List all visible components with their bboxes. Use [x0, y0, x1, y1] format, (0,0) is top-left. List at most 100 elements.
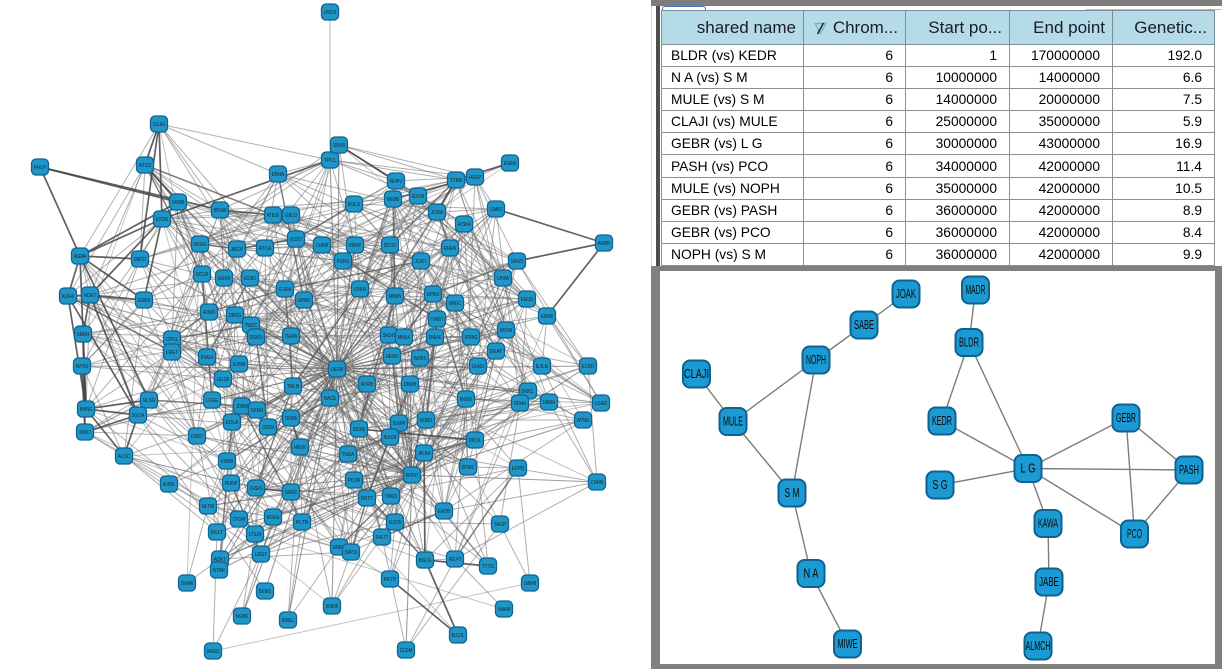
- svg-text:CPMW: CPMW: [497, 276, 510, 282]
- svg-text:NNGWJ: NNGWJ: [460, 397, 473, 403]
- svg-text:AJWM: AJWM: [233, 362, 246, 368]
- svg-text:EBHA: EBHA: [272, 172, 285, 178]
- svg-text:CPGL: CPGL: [166, 337, 179, 343]
- svg-text:ESHNK: ESHNK: [504, 161, 517, 167]
- svg-text:TAGP: TAGP: [494, 522, 507, 528]
- svg-text:WJSHK: WJSHK: [62, 294, 75, 300]
- svg-text:NNGC: NNGC: [449, 301, 462, 307]
- svg-text:GGBBN: GGBBN: [138, 298, 151, 304]
- svg-text:JSNCM: JSNCM: [262, 425, 275, 431]
- svg-text:DGNPR: DGNPR: [393, 421, 406, 427]
- svg-text:TPCL: TPCL: [324, 158, 337, 164]
- svg-text:LELGK: LELGK: [217, 377, 230, 383]
- svg-text:JJMRJ: JJMRJ: [490, 207, 503, 213]
- svg-text:NGBK: NGBK: [236, 614, 249, 620]
- svg-text:ERGNG: ERGNG: [194, 242, 207, 248]
- svg-text:PHLP: PHLP: [34, 165, 47, 171]
- svg-text:SMPSS: SMPSS: [345, 550, 358, 556]
- svg-text:WHGD: WHGD: [207, 649, 220, 655]
- svg-text:WDRS: WDRS: [414, 356, 427, 362]
- svg-text:EADB: EADB: [438, 509, 451, 515]
- svg-text:CPCAR: CPCAR: [233, 517, 246, 523]
- svg-text:RSALH: RSALH: [201, 355, 214, 361]
- svg-text:JCATL: JCATL: [415, 259, 428, 265]
- svg-text:GRREC: GRREC: [285, 490, 298, 496]
- svg-text:CNHM: CNHM: [591, 480, 604, 486]
- svg-text:TWKES: TWKES: [385, 494, 398, 500]
- svg-text:KAWA: KAWA: [1038, 517, 1058, 531]
- svg-text:PERNP: PERNP: [225, 481, 238, 487]
- svg-text:ALMCH: ALMCH: [1026, 639, 1051, 653]
- svg-text:LGGE: LGGE: [206, 398, 219, 404]
- svg-text:NTRMG: NTRMG: [465, 335, 478, 341]
- svg-text:DBWB: DBWB: [404, 382, 417, 388]
- svg-text:RNBLL: RNBLL: [282, 618, 295, 624]
- svg-text:BGLG: BGLG: [419, 558, 432, 564]
- svg-text:HLTW: HLTW: [202, 504, 215, 510]
- svg-text:N A: N A: [804, 567, 819, 581]
- svg-text:WMLT: WMLT: [79, 430, 92, 436]
- svg-text:LNESW: LNESW: [331, 367, 344, 373]
- svg-text:DKBCL: DKBCL: [522, 389, 535, 395]
- svg-text:DSDWE: DSDWE: [353, 427, 366, 433]
- svg-text:CSLHG: CSLHG: [153, 122, 166, 128]
- svg-text:TESME: TESME: [285, 416, 298, 422]
- svg-text:WTNG: WTNG: [577, 418, 590, 424]
- svg-text:PGNS: PGNS: [337, 259, 350, 265]
- svg-text:PKTP: PKTP: [384, 577, 397, 583]
- svg-text:DGKD: DGKD: [250, 335, 263, 341]
- svg-text:GCDDT: GCDDT: [290, 237, 303, 243]
- svg-text:SMRH: SMRH: [77, 332, 90, 338]
- svg-text:SHLTT: SHLTT: [376, 535, 389, 541]
- svg-text:ATBJE: ATBJE: [267, 213, 280, 219]
- svg-text:HSGP: HSGP: [469, 175, 482, 181]
- svg-text:MABRD: MABRD: [333, 545, 346, 551]
- svg-text:KEDR: KEDR: [932, 414, 952, 428]
- svg-text:S M: S M: [785, 486, 800, 500]
- svg-text:LRKH: LRKH: [354, 287, 367, 293]
- svg-text:ATRB: ATRB: [361, 382, 374, 388]
- svg-text:BLDR: BLDR: [959, 336, 979, 350]
- svg-text:JDBM: JDBM: [236, 404, 249, 410]
- svg-text:HTSKA: HTSKA: [458, 222, 471, 228]
- svg-text:NACE: NACE: [324, 396, 337, 402]
- svg-text:TTTG: TTTG: [482, 564, 495, 570]
- svg-text:MMLK: MMLK: [398, 335, 411, 341]
- svg-text:PDJR: PDJR: [348, 478, 361, 484]
- svg-text:DAWH: DAWH: [543, 400, 556, 406]
- svg-text:HJMNK: HJMNK: [541, 314, 554, 320]
- svg-text:SABE: SABE: [854, 318, 874, 332]
- svg-text:MADR: MADR: [966, 283, 986, 297]
- svg-text:RJGBG: RJGBG: [244, 276, 257, 282]
- svg-text:PLTB: PLTB: [296, 520, 309, 526]
- svg-text:NTCS: NTCS: [139, 163, 152, 169]
- svg-text:DPLSL: DPLSL: [469, 438, 482, 444]
- svg-text:ADKT: ADKT: [214, 557, 227, 563]
- svg-text:SNCHS: SNCHS: [383, 333, 396, 339]
- svg-text:GEBR: GEBR: [1116, 411, 1136, 425]
- svg-text:JRLRH: JRLRH: [418, 451, 431, 457]
- svg-text:NLBCM: NLBCM: [384, 435, 397, 441]
- svg-text:DRNNR: DRNNR: [326, 604, 339, 610]
- svg-text:ECRD: ECRD: [582, 364, 595, 370]
- svg-text:CLDM: CLDM: [400, 648, 413, 654]
- svg-text:EDLA: EDLA: [226, 420, 239, 426]
- svg-text:EKLT: EKLT: [211, 530, 224, 536]
- svg-text:HEWJ: HEWJ: [386, 354, 399, 360]
- svg-text:KBCNN: KBCNN: [500, 328, 513, 334]
- svg-text:WJRD: WJRD: [420, 418, 433, 424]
- svg-text:JOAK: JOAK: [896, 287, 916, 301]
- svg-text:BJJJL: BJJJL: [452, 633, 465, 639]
- svg-text:DKTT: DKTT: [361, 496, 374, 502]
- svg-text:MEBB: MEBB: [387, 197, 400, 203]
- svg-text:MJLG: MJLG: [348, 202, 361, 208]
- svg-text:DDHH: DDHH: [514, 401, 527, 407]
- svg-text:LGAD: LGAD: [595, 401, 608, 407]
- svg-text:SASS: SASS: [511, 259, 524, 265]
- svg-text:DPSWC: DPSWC: [462, 465, 475, 471]
- svg-text:RHEN: RHEN: [444, 246, 457, 252]
- svg-text:ATCA: ATCA: [259, 246, 272, 252]
- svg-text:JDMJD: JDMJD: [333, 143, 346, 149]
- svg-text:CLNRA: CLNRA: [279, 287, 292, 293]
- svg-text:DNEAE: DNEAE: [429, 335, 442, 341]
